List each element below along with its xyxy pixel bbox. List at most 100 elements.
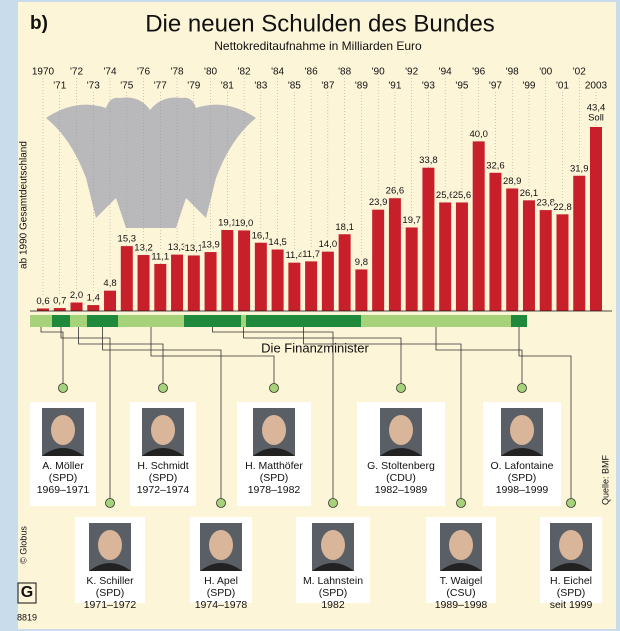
bar	[355, 269, 368, 311]
connector-dot	[396, 383, 406, 393]
eagle	[46, 97, 256, 228]
value-label: 43,4	[587, 102, 606, 113]
minister-years: 1972–1974	[137, 484, 190, 496]
connector	[435, 327, 523, 388]
connector-dot	[269, 383, 279, 393]
connector	[102, 327, 222, 503]
value-label: 11,7	[302, 249, 320, 260]
value-label: 33,8	[419, 155, 438, 166]
value-label-bg	[368, 196, 389, 209]
value-label-bg	[133, 242, 154, 255]
value-label-bg	[200, 239, 221, 252]
value-label-bg	[150, 250, 171, 263]
minister-name: A. Möller	[42, 460, 84, 472]
portrait-face	[151, 415, 175, 445]
x-tick-label: '79	[187, 81, 200, 92]
value-label-bg	[100, 277, 121, 290]
bar	[439, 202, 452, 311]
x-tick-label: 2003	[585, 81, 608, 92]
x-tick-label: '89	[355, 81, 368, 92]
x-tick-label: '78	[171, 67, 184, 78]
value-label: 19,0	[235, 218, 254, 229]
portrait-face	[209, 530, 233, 560]
value-label: 0,6	[36, 296, 49, 307]
value-label: 26,1	[520, 188, 539, 199]
portrait-suit	[42, 448, 84, 456]
connector-dot	[58, 383, 68, 393]
value-label-bg	[435, 189, 456, 202]
chart-title: Die neuen Schulden des Bundes	[145, 10, 495, 37]
value-label: 28,9	[503, 176, 522, 187]
value-label-bg	[586, 101, 606, 114]
minister-party: (SPD)	[149, 472, 178, 484]
minister-name: H. Schmidt	[137, 460, 188, 472]
connector-dot	[216, 498, 226, 508]
bar	[590, 126, 602, 311]
minister-party: (SPD)	[49, 472, 78, 484]
value-label-bg	[351, 256, 372, 269]
bar	[422, 167, 435, 311]
value-label-bg	[234, 217, 255, 230]
portrait-face	[51, 415, 75, 445]
value-label-bg	[451, 189, 472, 202]
label: b)	[30, 13, 48, 34]
value-label: 15,3	[118, 234, 137, 245]
value-label: 13,1	[185, 243, 204, 254]
minister-name: H. Apel	[204, 575, 238, 587]
bar	[372, 209, 385, 311]
value-label-bg	[485, 159, 506, 172]
tenure-band	[241, 315, 246, 327]
value-label: 23,9	[369, 197, 388, 208]
tenure-band	[118, 315, 184, 327]
annotation: Soll	[588, 112, 604, 123]
value-label-bg	[284, 249, 305, 262]
x-tick-label: '01	[556, 81, 569, 92]
bar	[388, 198, 401, 311]
x-tick-label: '92	[405, 67, 418, 78]
portrait-suit	[253, 448, 295, 456]
bar	[455, 202, 468, 311]
tenure-band	[30, 315, 52, 327]
tenure-band	[184, 315, 241, 327]
x-tick-label: '93	[422, 81, 435, 92]
bar	[37, 308, 49, 311]
portrait-suit	[440, 563, 482, 571]
minister-years: 1982–1989	[375, 484, 428, 496]
bar	[556, 214, 569, 311]
bar	[104, 290, 117, 311]
value-label: 4,8	[103, 278, 116, 289]
value-label-bg	[301, 248, 322, 261]
connector	[150, 327, 275, 388]
minister-years: 1982	[321, 599, 345, 611]
tenure-band	[70, 315, 87, 327]
minister-name: H. Matthöfer	[245, 460, 303, 472]
logo: G	[21, 584, 33, 601]
bar	[338, 234, 351, 311]
value-label: 13,9	[201, 240, 220, 251]
bar	[70, 302, 83, 311]
minister-years: seit 1999	[550, 599, 593, 611]
bar	[154, 263, 167, 311]
value-label-bg	[518, 187, 539, 200]
value-label-bg	[183, 242, 204, 255]
x-tick-label: '74	[104, 67, 117, 78]
value-label-bg	[317, 238, 338, 251]
minister-years: 1969–1971	[37, 484, 90, 496]
value-label: 26,6	[386, 186, 405, 197]
minister-years: 1974–1978	[195, 599, 248, 611]
portrait-suit	[142, 448, 184, 456]
minister-name: T. Waigel	[440, 575, 483, 587]
connector-dot	[158, 383, 168, 393]
bar	[120, 246, 133, 311]
value-label: 25,6	[436, 190, 455, 201]
value-label-bg	[66, 289, 87, 302]
value-label: 25,6	[453, 190, 472, 201]
minister-years: 1998–1999	[496, 484, 549, 496]
x-tick-label: '76	[137, 67, 150, 78]
value-label-bg	[250, 229, 271, 242]
minister-name: M. Lahnstein	[303, 575, 363, 587]
value-label: 13,3	[168, 242, 187, 253]
bar	[187, 255, 200, 311]
tenure-band	[361, 315, 511, 327]
subtitle: Nettokreditaufnahme in Milliarden Euro	[214, 39, 422, 53]
